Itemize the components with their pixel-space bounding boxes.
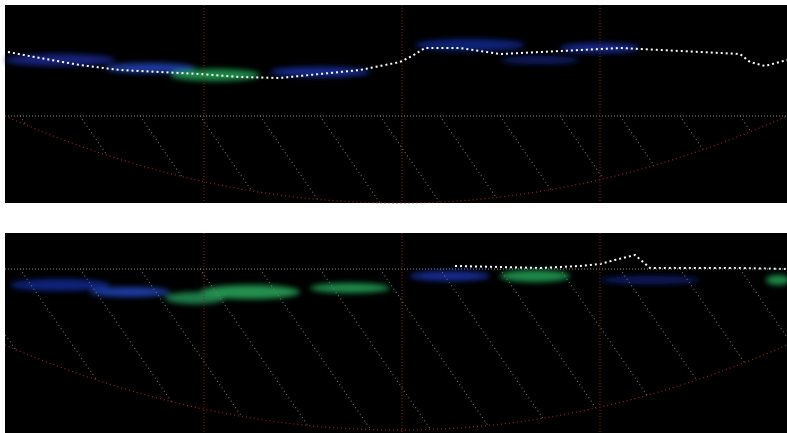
echo xyxy=(415,39,525,51)
echo xyxy=(5,54,115,66)
echo xyxy=(600,276,700,284)
echo xyxy=(170,69,260,81)
display xyxy=(0,0,787,433)
echo xyxy=(500,270,570,282)
echo xyxy=(10,279,110,291)
bottom-panel xyxy=(0,233,787,433)
echo xyxy=(200,285,300,299)
panel-background xyxy=(5,233,787,433)
echo xyxy=(270,67,370,77)
echo xyxy=(410,271,490,281)
echo xyxy=(310,283,390,293)
page: (() => { const data = JSON.parse(documen… xyxy=(0,0,787,433)
top-panel xyxy=(5,5,787,232)
panel-background xyxy=(5,5,787,203)
echo xyxy=(500,56,580,64)
